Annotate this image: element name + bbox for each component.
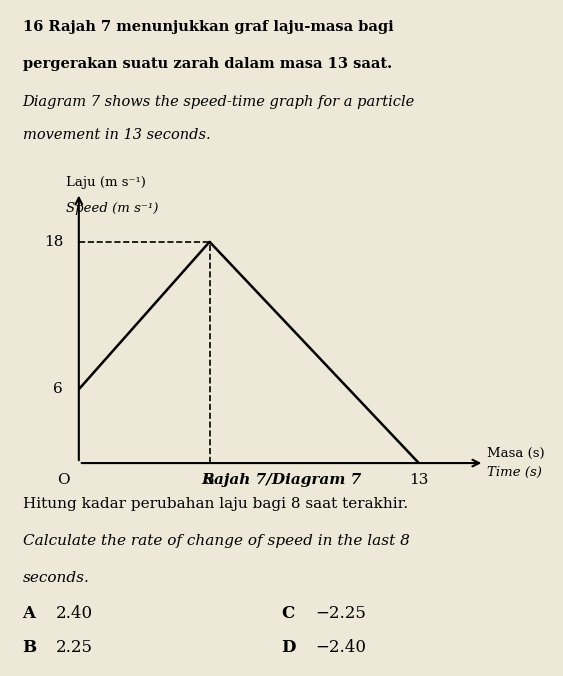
Text: movement in 13 seconds.: movement in 13 seconds.: [23, 128, 210, 143]
Text: O: O: [57, 473, 69, 487]
Text: −2.40: −2.40: [315, 639, 367, 656]
Text: 16 Rajah 7 menunjukkan graf laju-masa bagi: 16 Rajah 7 menunjukkan graf laju-masa ba…: [23, 20, 394, 34]
Text: 6: 6: [53, 383, 63, 396]
Text: B: B: [23, 639, 37, 656]
Text: Speed (m s⁻¹): Speed (m s⁻¹): [66, 201, 158, 215]
Text: −2.25: −2.25: [315, 605, 366, 622]
Text: C: C: [282, 605, 295, 622]
Text: Time (s): Time (s): [487, 466, 542, 479]
Text: Diagram 7 shows the speed-time graph for a particle: Diagram 7 shows the speed-time graph for…: [23, 95, 415, 109]
Text: Rajah 7/Diagram 7: Rajah 7/Diagram 7: [202, 473, 361, 487]
Text: Masa (s): Masa (s): [487, 447, 544, 460]
Text: pergerakan suatu zarah dalam masa 13 saat.: pergerakan suatu zarah dalam masa 13 saa…: [23, 57, 392, 72]
Text: D: D: [282, 639, 296, 656]
Text: 18: 18: [44, 235, 63, 249]
Text: Hitung kadar perubahan laju bagi 8 saat terakhir.: Hitung kadar perubahan laju bagi 8 saat …: [23, 497, 408, 511]
Text: seconds.: seconds.: [23, 571, 90, 585]
Text: Laju (m s⁻¹): Laju (m s⁻¹): [66, 176, 146, 189]
Text: 2.40: 2.40: [56, 605, 93, 622]
Text: Calculate the rate of change of speed in the last 8: Calculate the rate of change of speed in…: [23, 534, 409, 548]
Text: 2.25: 2.25: [56, 639, 93, 656]
Text: A: A: [23, 605, 35, 622]
Text: 13: 13: [409, 473, 428, 487]
Text: 5: 5: [205, 473, 215, 487]
